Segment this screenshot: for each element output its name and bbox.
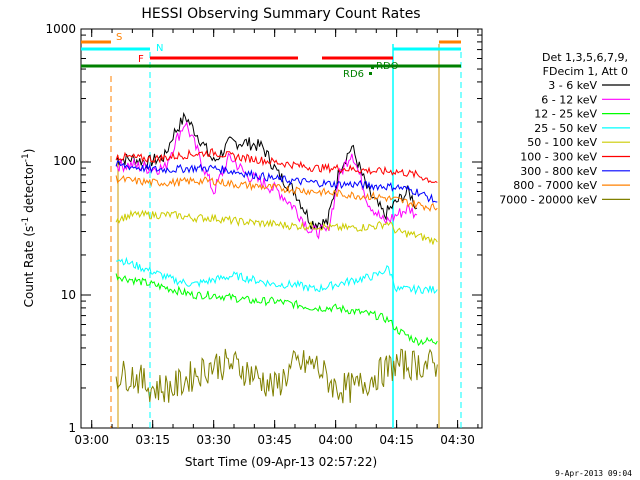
series-line bbox=[115, 348, 438, 404]
y-axis-label-sup: -1 bbox=[21, 153, 31, 162]
legend-label: 100 - 300 keV bbox=[520, 151, 597, 164]
flag-label-f: F bbox=[138, 54, 144, 65]
rd0-marker bbox=[371, 66, 374, 69]
legend-label: 800 - 7000 keV bbox=[513, 179, 597, 192]
x-tick-label: 03:00 bbox=[74, 433, 109, 447]
y-tick-label: 1 bbox=[68, 421, 76, 435]
y-axis: 1 10 100 1000 bbox=[45, 22, 76, 435]
legend-label: 3 - 6 keV bbox=[548, 79, 597, 92]
y-axis-label-sup: -1 bbox=[21, 217, 31, 226]
legend: Det 1,3,5,6,7,9, FDecim 1, Att 0 3 - 6 k… bbox=[499, 51, 630, 206]
flag-label-n: N bbox=[156, 43, 163, 54]
x-tick-label: 04:15 bbox=[379, 433, 414, 447]
y-axis-label-part: detector bbox=[22, 162, 36, 217]
x-tick-label: 03:15 bbox=[135, 433, 170, 447]
y-tick-label: 10 bbox=[61, 288, 76, 302]
x-tick-label: 03:45 bbox=[257, 433, 292, 447]
chart-title: HESSI Observing Summary Count Rates bbox=[141, 6, 420, 22]
legend-header: Det 1,3,5,6,7,9, bbox=[542, 51, 628, 64]
x-axis-label: Start Time (09-Apr-13 02:57:22) bbox=[185, 455, 377, 469]
x-tick-label: 04:00 bbox=[318, 433, 353, 447]
flag-label-s: S bbox=[116, 32, 122, 43]
plot-frame bbox=[80, 28, 483, 429]
flag-label-rd6: RD6 bbox=[343, 69, 364, 80]
y-axis-label: Count Rate (s-1 detector-1) bbox=[21, 149, 36, 308]
flag-label-rd0: RDO bbox=[376, 61, 399, 72]
legend-label: 25 - 50 keV bbox=[534, 122, 597, 135]
series-line bbox=[115, 148, 438, 184]
series-line bbox=[115, 174, 438, 212]
legend-label: 6 - 12 keV bbox=[541, 93, 597, 106]
series-line bbox=[115, 160, 438, 203]
series-line bbox=[116, 256, 438, 296]
y-tick-marks bbox=[81, 28, 482, 429]
footer-timestamp: 9-Apr-2013 09:04 bbox=[555, 469, 632, 478]
y-tick-label: 100 bbox=[53, 154, 76, 168]
x-tick-marks bbox=[91, 29, 479, 428]
x-axis: 03:00 03:15 03:30 03:45 04:00 04:15 04:3… bbox=[74, 433, 474, 447]
y-tick-label: 1000 bbox=[45, 22, 76, 36]
series-line bbox=[115, 209, 438, 245]
x-tick-label: 03:30 bbox=[196, 433, 231, 447]
legend-label: 50 - 100 keV bbox=[527, 136, 597, 149]
legend-label: 300 - 800 keV bbox=[520, 165, 597, 178]
rd6-marker bbox=[369, 72, 372, 75]
y-axis-label-part: Count Rate (s bbox=[22, 226, 36, 308]
legend-label: 7000 - 20000 keV bbox=[499, 193, 597, 206]
legend-label: 12 - 25 keV bbox=[534, 108, 597, 121]
series-layer bbox=[115, 111, 438, 404]
legend-header: FDecim 1, Att 0 bbox=[543, 65, 628, 78]
series-line bbox=[115, 273, 438, 347]
y-axis-label-part: ) bbox=[22, 149, 36, 154]
x-tick-label: 04:30 bbox=[440, 433, 475, 447]
series-line bbox=[115, 111, 418, 230]
